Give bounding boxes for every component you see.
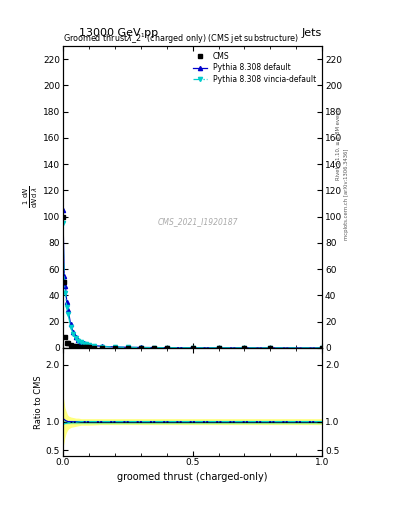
Pythia 8.308 default [73, 334, 78, 340]
Pythia 8.308 default [268, 345, 273, 351]
Pythia 8.308 default [242, 345, 247, 351]
Text: Jets: Jets [302, 28, 322, 38]
Pythia 8.308 vincia-default [76, 337, 81, 344]
CMS [61, 214, 65, 220]
Pythia 8.308 vincia-default [138, 345, 143, 351]
Pythia 8.308 vincia-default [151, 345, 156, 351]
CMS [190, 345, 195, 351]
X-axis label: groomed thrust (charged-only): groomed thrust (charged-only) [118, 472, 268, 482]
Pythia 8.308 vincia-default [81, 340, 86, 347]
Pythia 8.308 default [92, 343, 96, 349]
Pythia 8.308 vincia-default [86, 342, 91, 348]
Text: 13000 GeV pp: 13000 GeV pp [79, 28, 158, 38]
Pythia 8.308 default [71, 329, 75, 335]
CMS [62, 279, 66, 285]
Pythia 8.308 vincia-default [112, 344, 117, 350]
Pythia 8.308 vincia-default [84, 342, 88, 348]
Line: Pythia 8.308 default: Pythia 8.308 default [61, 208, 324, 350]
Y-axis label: $\frac{1}{\mathrm{d}N} \frac{\mathrm{d}N}{\mathrm{d}\,\lambda}$: $\frac{1}{\mathrm{d}N} \frac{\mathrm{d}N… [22, 186, 40, 208]
CMS [84, 344, 88, 350]
CMS [164, 345, 169, 351]
CMS [320, 345, 325, 351]
CMS [73, 344, 78, 350]
CMS [268, 345, 273, 351]
Pythia 8.308 default [68, 321, 73, 327]
CMS [151, 345, 156, 351]
CMS [79, 344, 83, 350]
Text: Groomed thrust$\lambda\_2^1$ (charged only) (CMS jet substructure): Groomed thrust$\lambda\_2^1$ (charged on… [63, 32, 299, 46]
Pythia 8.308 vincia-default [71, 331, 75, 337]
Pythia 8.308 vincia-default [79, 339, 83, 346]
Pythia 8.308 default [63, 283, 68, 289]
Line: Pythia 8.308 vincia-default: Pythia 8.308 vincia-default [61, 221, 324, 350]
Pythia 8.308 vincia-default [62, 279, 66, 285]
Pythia 8.308 vincia-default [216, 345, 221, 351]
CMS [242, 345, 247, 351]
Pythia 8.308 default [190, 345, 195, 351]
Pythia 8.308 vincia-default [92, 343, 96, 349]
Pythia 8.308 vincia-default [190, 345, 195, 351]
Pythia 8.308 default [86, 342, 91, 348]
CMS [92, 345, 96, 351]
Pythia 8.308 default [138, 345, 143, 351]
CMS [99, 345, 104, 351]
Pythia 8.308 default [79, 338, 83, 345]
Pythia 8.308 vincia-default [68, 324, 73, 330]
Pythia 8.308 default [112, 344, 117, 350]
Pythia 8.308 vincia-default [164, 345, 169, 351]
Pythia 8.308 vincia-default [268, 345, 273, 351]
Pythia 8.308 vincia-default [99, 344, 104, 350]
Pythia 8.308 vincia-default [73, 335, 78, 341]
CMS [125, 345, 130, 351]
Pythia 8.308 default [76, 337, 81, 343]
Pythia 8.308 default [125, 344, 130, 350]
Pythia 8.308 default [81, 340, 86, 346]
Pythia 8.308 default [99, 343, 104, 349]
Pythia 8.308 vincia-default [242, 345, 247, 351]
CMS [71, 343, 75, 349]
Pythia 8.308 default [151, 345, 156, 351]
Text: Rivet 3.1.10, ≥ 2.8M events: Rivet 3.1.10, ≥ 2.8M events [336, 106, 341, 180]
Pythia 8.308 default [61, 207, 65, 213]
Pythia 8.308 vincia-default [125, 344, 130, 350]
CMS [138, 345, 143, 351]
Pythia 8.308 vincia-default [61, 220, 65, 226]
CMS [216, 345, 221, 351]
CMS [86, 345, 91, 351]
CMS [112, 345, 117, 351]
CMS [76, 344, 81, 350]
CMS [64, 339, 69, 346]
Y-axis label: Ratio to CMS: Ratio to CMS [34, 375, 43, 429]
Line: CMS: CMS [61, 214, 325, 350]
Pythia 8.308 default [66, 307, 70, 313]
Pythia 8.308 vincia-default [64, 304, 69, 310]
Pythia 8.308 vincia-default [320, 345, 325, 351]
Pythia 8.308 default [64, 299, 69, 305]
CMS [68, 342, 73, 348]
Text: mcplots.cern.ch [arXiv:1306.3436]: mcplots.cern.ch [arXiv:1306.3436] [344, 149, 349, 240]
CMS [63, 334, 68, 340]
CMS [81, 344, 86, 350]
Text: CMS_2021_I1920187: CMS_2021_I1920187 [158, 217, 238, 226]
Pythia 8.308 default [320, 345, 325, 351]
CMS [66, 340, 70, 347]
Pythia 8.308 default [62, 273, 66, 279]
Pythia 8.308 default [84, 341, 88, 347]
Pythia 8.308 vincia-default [63, 290, 68, 296]
Pythia 8.308 default [216, 345, 221, 351]
Pythia 8.308 vincia-default [66, 311, 70, 317]
Pythia 8.308 default [164, 345, 169, 351]
Legend: CMS, Pythia 8.308 default, Pythia 8.308 vincia-default: CMS, Pythia 8.308 default, Pythia 8.308 … [191, 50, 318, 86]
